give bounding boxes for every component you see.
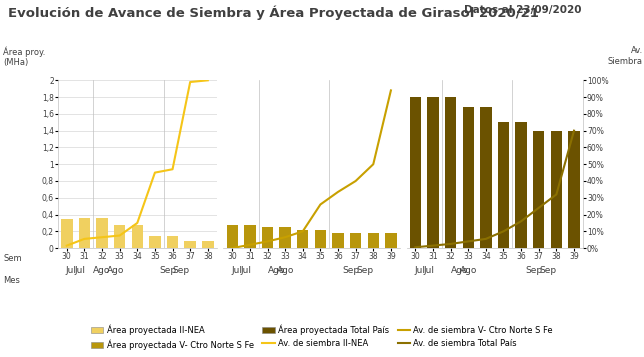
Text: Sep: Sep xyxy=(343,266,360,275)
Bar xyxy=(167,236,178,248)
Bar xyxy=(97,218,108,248)
Text: Ago: Ago xyxy=(268,266,285,275)
Bar xyxy=(533,131,544,248)
Text: Jul: Jul xyxy=(66,266,77,275)
Bar xyxy=(114,225,126,248)
Text: Ago: Ago xyxy=(93,266,111,275)
Bar xyxy=(279,227,291,248)
Bar xyxy=(568,131,580,248)
Text: Área proy.
(MHa): Área proy. (MHa) xyxy=(3,46,46,67)
Bar xyxy=(515,122,527,248)
Bar xyxy=(385,233,397,248)
Bar xyxy=(149,236,160,248)
Bar xyxy=(244,226,256,248)
Text: Jul: Jul xyxy=(240,266,251,275)
Text: Jul: Jul xyxy=(423,266,434,275)
Bar xyxy=(261,227,273,248)
Bar xyxy=(498,122,509,248)
Bar xyxy=(332,233,344,248)
Bar xyxy=(297,231,308,248)
Bar xyxy=(410,97,421,248)
Bar xyxy=(61,219,73,248)
Text: Jul: Jul xyxy=(414,266,425,275)
Bar xyxy=(427,97,439,248)
Text: Datos al 23/09/2020: Datos al 23/09/2020 xyxy=(464,5,581,15)
Text: Ago: Ago xyxy=(276,266,294,275)
Text: Sep: Sep xyxy=(160,266,176,275)
Text: Evolución de Avance de Siembra y Área Proyectada de Girasol 2020/21: Evolución de Avance de Siembra y Área Pr… xyxy=(8,5,538,20)
Bar xyxy=(184,241,196,248)
Bar xyxy=(315,231,326,248)
Text: Sem: Sem xyxy=(3,254,22,263)
Text: Jul: Jul xyxy=(75,266,86,275)
Bar xyxy=(79,218,90,248)
Bar xyxy=(227,226,238,248)
Text: Sep: Sep xyxy=(539,266,556,275)
Legend: Área proyectada II-NEA, Área proyectada V- Ctro Norte S Fe, Área proyectada Tota: Área proyectada II-NEA, Área proyectada … xyxy=(88,321,556,353)
Bar xyxy=(131,225,143,248)
Bar xyxy=(368,233,379,248)
Text: Av.
Siembra: Av. Siembra xyxy=(608,46,643,66)
Text: Ago: Ago xyxy=(460,266,477,275)
Bar xyxy=(551,131,562,248)
Text: Sep: Sep xyxy=(173,266,190,275)
Bar xyxy=(202,241,214,248)
Bar xyxy=(350,233,361,248)
Text: Jul: Jul xyxy=(231,266,242,275)
Text: Mes: Mes xyxy=(3,276,20,285)
Text: Ago: Ago xyxy=(106,266,124,275)
Bar xyxy=(462,107,474,248)
Text: Ago: Ago xyxy=(451,266,468,275)
Text: Sep: Sep xyxy=(356,266,373,275)
Bar xyxy=(480,107,491,248)
Bar xyxy=(445,97,457,248)
Text: Sep: Sep xyxy=(526,266,543,275)
